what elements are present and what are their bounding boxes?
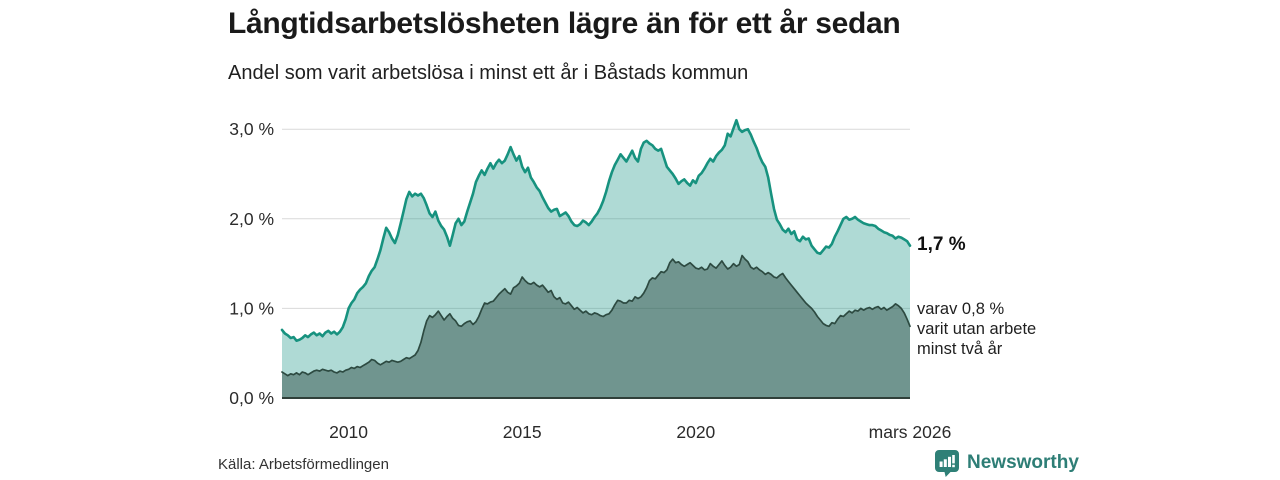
series2-end-note-line2: varit utan arbete <box>917 320 1037 338</box>
series2-end-note-line3: minst två år <box>917 340 1003 358</box>
newsworthy-logo-icon <box>935 450 959 480</box>
series1-line <box>280 118 912 342</box>
x-axis-tick-label: 2015 <box>503 422 542 442</box>
newsworthy-brand-text: Newsworthy <box>967 452 1079 473</box>
series2-area <box>282 255 910 398</box>
x-axis-tick-label: mars 2026 <box>869 422 952 442</box>
chart-subtitle: Andel som varit arbetslösa i minst ett å… <box>228 62 749 84</box>
series2-line <box>281 254 911 377</box>
x-axis-tick-label: 2010 <box>329 422 368 442</box>
y-axis-tick-label: 0,0 % <box>229 388 274 408</box>
source-caption: Källa: Arbetsförmedlingen <box>218 456 389 473</box>
series1-area <box>282 120 910 398</box>
series1-end-value-label: 1,7 % <box>917 234 966 255</box>
x-axis-tick-label: 2020 <box>676 422 715 442</box>
y-axis-tick-label: 1,0 % <box>229 298 274 318</box>
page-title: Långtidsarbetslösheten lägre än för ett … <box>228 7 901 40</box>
series2-end-note-line1: varav 0,8 % <box>917 300 1005 318</box>
newsworthy-brand: Newsworthy <box>935 450 1079 480</box>
y-axis-tick-label: 3,0 % <box>229 119 274 139</box>
y-axis-tick-label: 2,0 % <box>229 209 274 229</box>
series2-end-note: varav 0,8 % varit utan arbete minst två … <box>917 299 1036 359</box>
